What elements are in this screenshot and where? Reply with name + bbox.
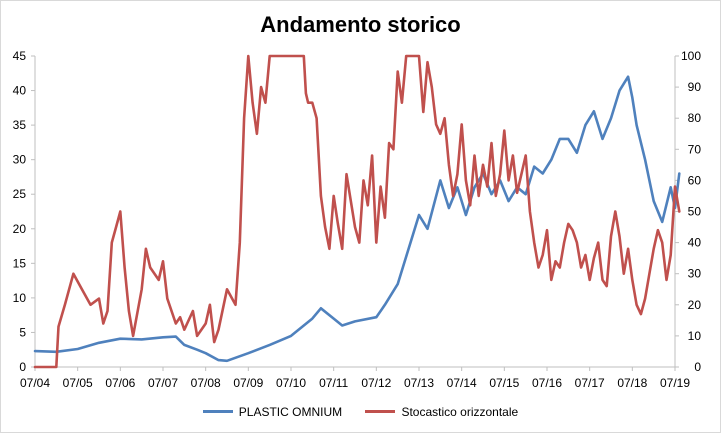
x-tick-label: 07/10 (276, 376, 306, 390)
y-left-tick-label: 30 (13, 153, 27, 167)
legend-swatch-stocastico (365, 410, 396, 413)
y-right-tick-label: 20 (688, 298, 702, 312)
y-right-tick-label: 0 (694, 360, 701, 374)
series-line-stocastico (33, 54, 681, 369)
y-right-tick-label: 90 (688, 80, 702, 94)
x-tick-label: 07/07 (148, 376, 178, 390)
y-right-tick-label: 50 (688, 205, 702, 219)
x-tick-label: 07/14 (447, 376, 477, 390)
y-right-tick-label: 60 (688, 173, 702, 187)
y-left-tick-label: 5 (19, 325, 26, 339)
x-tick-label: 07/11 (319, 376, 348, 390)
x-tick-label: 07/16 (532, 376, 562, 390)
legend-item-plastic-omnium: PLASTIC OMNIUM (202, 404, 343, 419)
axes (31, 55, 679, 371)
x-tick-label: 07/06 (105, 376, 135, 390)
x-tick-label: 07/08 (191, 376, 221, 390)
x-tick-label: 07/18 (617, 376, 647, 390)
y-left-tick-label: 45 (13, 49, 27, 63)
y-right-tick-label: 10 (688, 329, 702, 343)
x-tick-label: 07/09 (233, 376, 263, 390)
y-left-tick-label: 20 (13, 222, 27, 236)
y-right-tick-label: 40 (688, 236, 702, 250)
legend-label-stocastico: Stocastico orizzontale (401, 404, 519, 419)
x-tick-label: 07/15 (489, 376, 519, 390)
chart-title: Andamento storico (260, 12, 461, 37)
y-left-tick-label: 35 (13, 118, 27, 132)
y-left-tick-label: 10 (13, 291, 27, 305)
legend-swatch-plastic-omnium (202, 410, 233, 413)
tick-labels: 0 5 10 15 20 25 30 35 40 45 0 10 20 30 40 50 60 70 80 90 100… (13, 49, 702, 390)
y-right-tick-label: 100 (681, 49, 701, 63)
y-left-tick-label: 15 (13, 256, 27, 270)
x-tick-label: 07/05 (63, 376, 93, 390)
x-tick-label: 07/17 (575, 376, 605, 390)
legend-label-plastic-omnium: PLASTIC OMNIUM (238, 404, 343, 419)
series-line-plastic-omnium (33, 75, 681, 363)
series-lines (33, 54, 681, 369)
y-left-tick-label: 25 (13, 187, 27, 201)
y-right-tick-label: 30 (688, 267, 702, 281)
y-right-tick-label: 80 (688, 111, 702, 125)
legend: PLASTIC OMNIUM Stocastico orizzontale (0, 402, 721, 419)
y-right-tick-label: 70 (688, 142, 702, 156)
y-left-tick-label: 40 (13, 84, 27, 98)
x-tick-label: 07/04 (20, 376, 50, 390)
y-left-tick-label: 0 (19, 360, 26, 374)
x-tick-label: 07/13 (404, 376, 434, 390)
legend-item-stocastico: Stocastico orizzontale (365, 405, 518, 419)
x-tick-label: 07/12 (361, 376, 391, 390)
x-tick-label: 07/19 (660, 376, 690, 390)
